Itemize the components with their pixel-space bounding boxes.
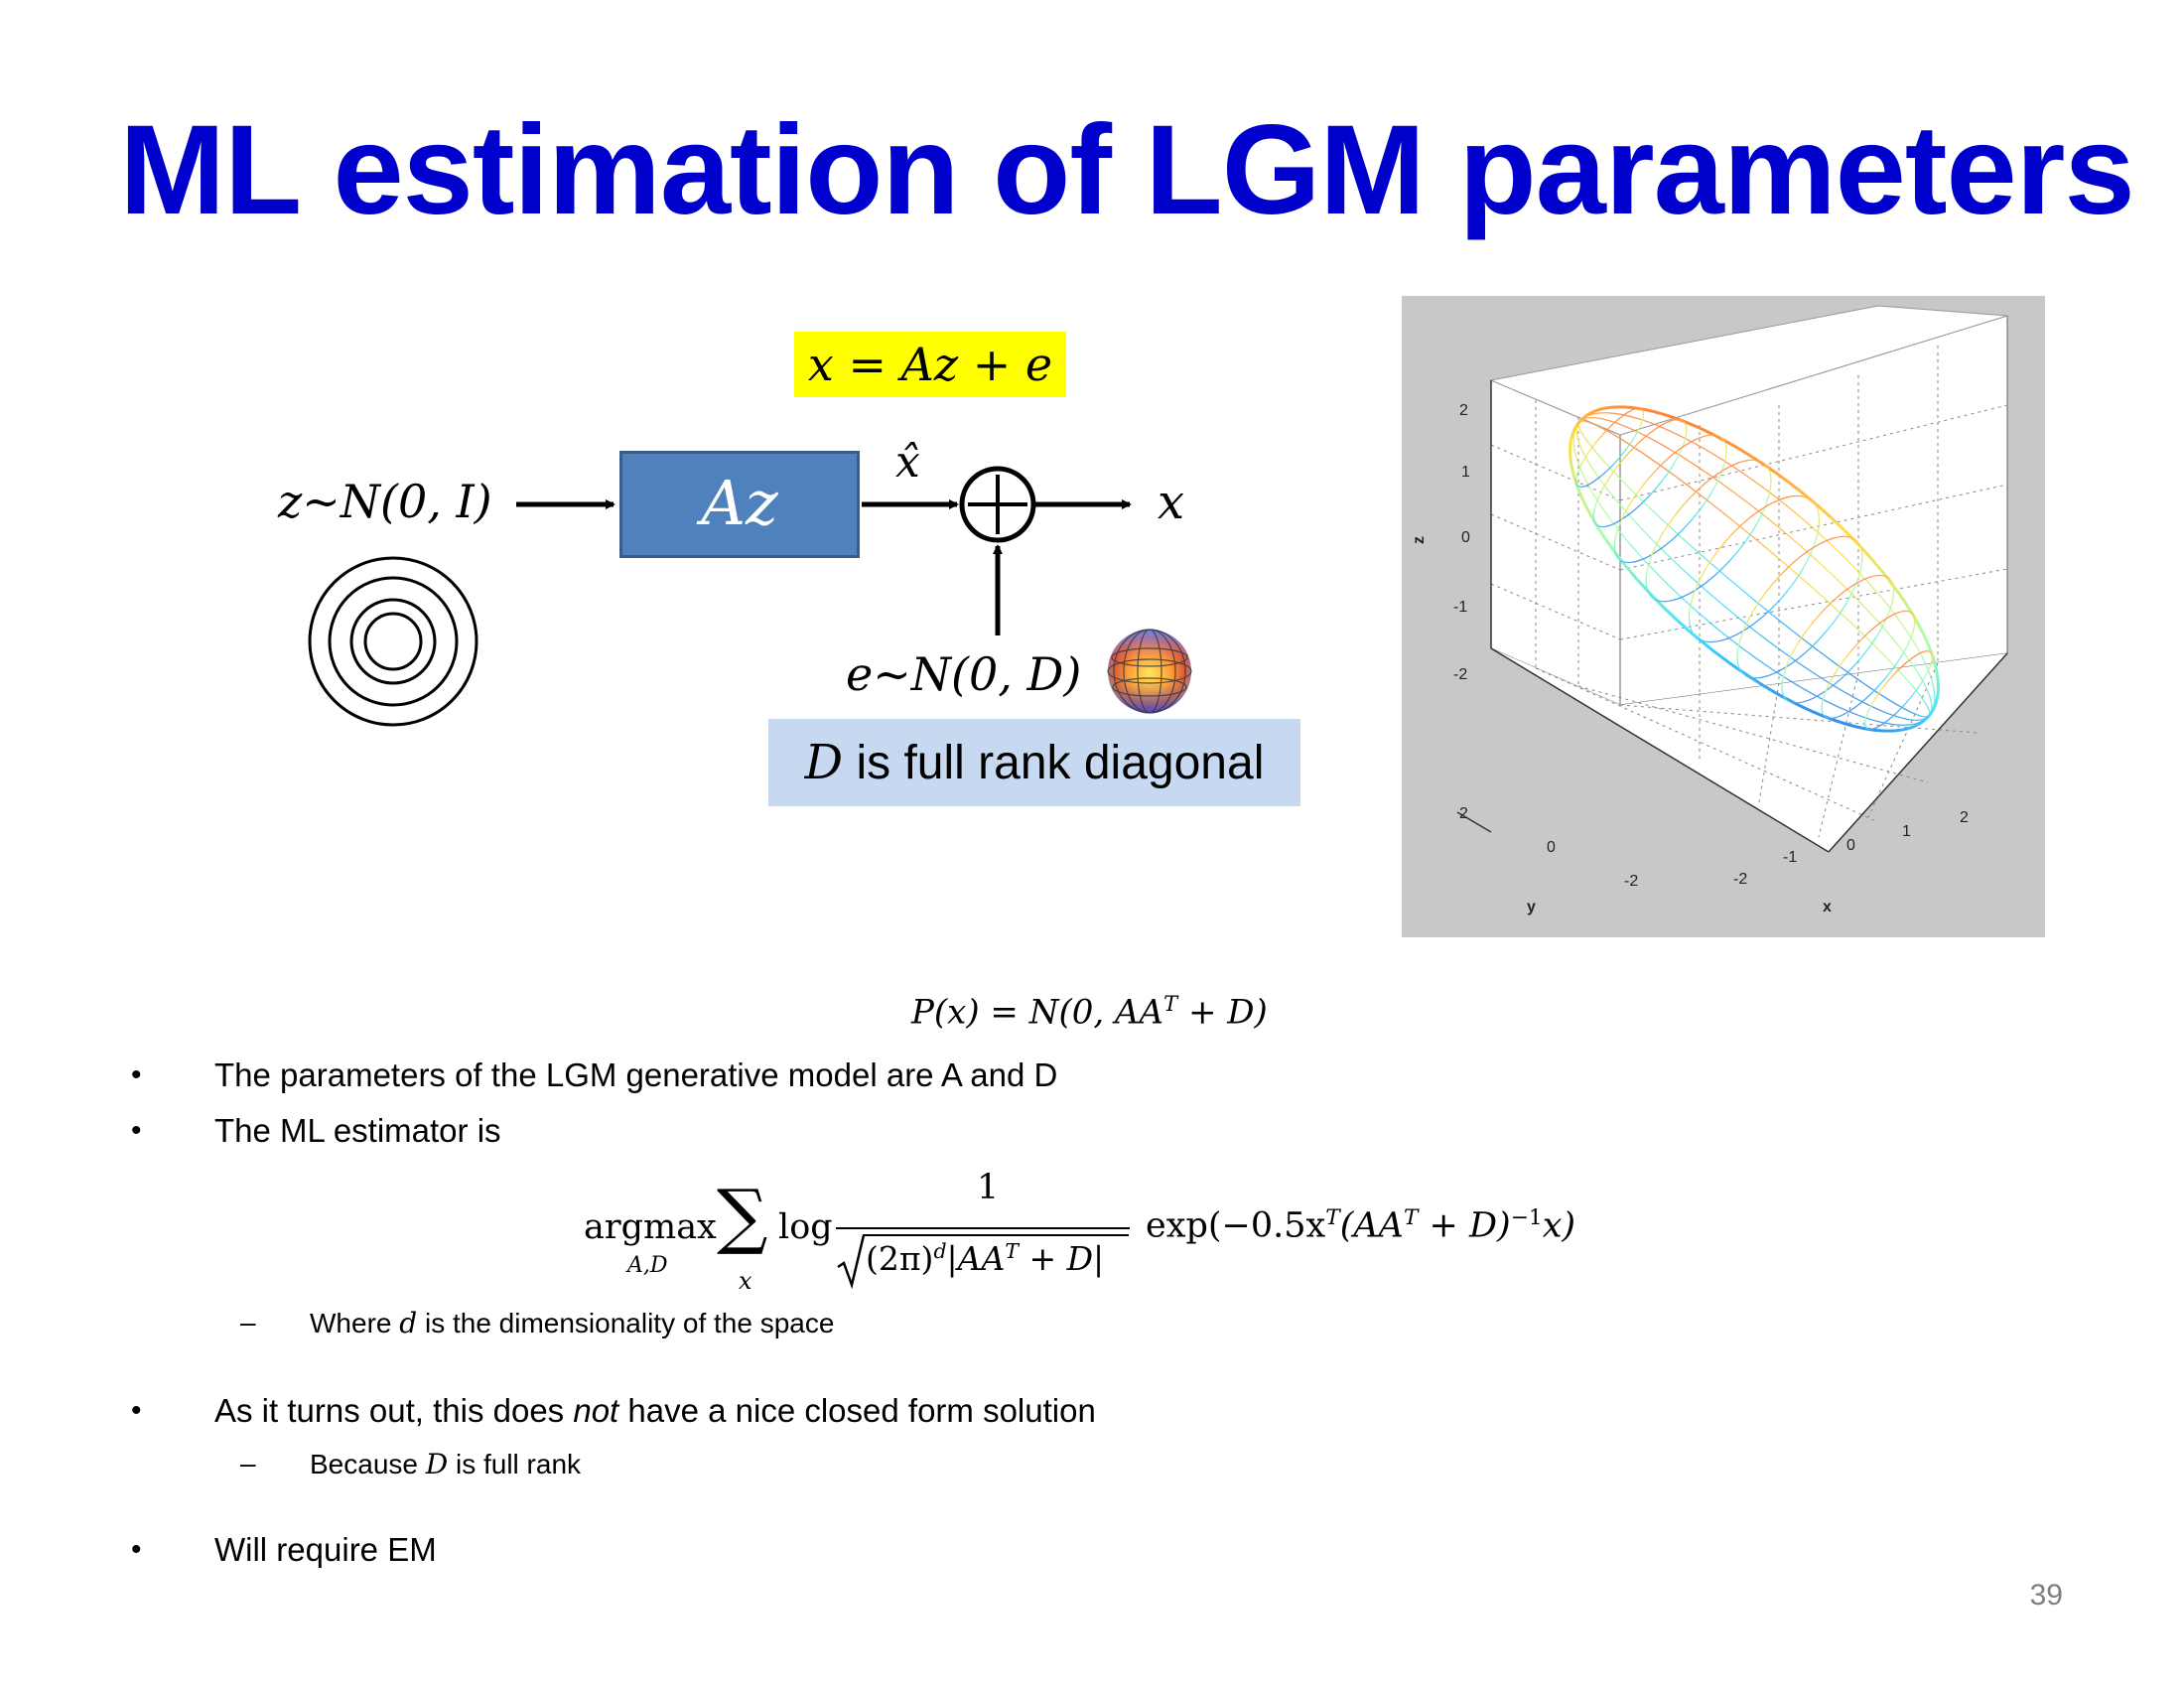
x-tick: 1	[1902, 823, 1911, 840]
x-tick: -2	[1733, 871, 1747, 888]
sub-dash: –	[240, 1307, 256, 1337]
frac-den-sup2: T	[1005, 1239, 1019, 1263]
exp-sup2: T	[1403, 1205, 1419, 1230]
sub-dash: –	[240, 1448, 256, 1478]
sum-node-icon	[959, 466, 1036, 543]
z-tick: -1	[1453, 599, 1467, 616]
bullet-closed-form: As it turns out, this does not have a ni…	[214, 1392, 1096, 1430]
s1-post: is the dimensionality of the space	[417, 1308, 835, 1338]
px-end: + D)	[1177, 992, 1268, 1033]
xhat-label: x̂	[895, 437, 920, 488]
frac-num: 1	[977, 1168, 1000, 1207]
latent-contour-icon	[308, 556, 478, 727]
page-number: 39	[2029, 1579, 2063, 1612]
latent-label: z~N(0, I)	[278, 475, 492, 528]
log-op: log	[778, 1207, 833, 1247]
y-tick: 0	[1547, 839, 1556, 856]
frac-den-b: |AA	[946, 1239, 1006, 1278]
z-axis-label: z	[1411, 536, 1428, 544]
s2-pre: Because	[310, 1449, 426, 1479]
frac-den-sup: d	[933, 1239, 947, 1263]
x-tick: -1	[1783, 849, 1797, 866]
sqrt-bar	[863, 1234, 1129, 1236]
s2-post: is full rank	[448, 1449, 582, 1479]
exp-c: + D)	[1418, 1205, 1511, 1246]
z-tick: -2	[1453, 666, 1467, 683]
y-tick: -2	[1624, 873, 1638, 890]
bullet-dot: •	[131, 1533, 142, 1566]
frac-den-a: (2π)	[866, 1239, 934, 1278]
sub-bullet-dimensionality: Where d is the dimensionality of the spa…	[310, 1307, 834, 1339]
transform-box: Az	[619, 451, 860, 558]
slide-title: ML estimation of LGM parameters	[119, 99, 2134, 241]
model-equation: x = Az + e	[794, 332, 1066, 397]
noise-label: e~N(0, D)	[846, 647, 1082, 701]
sqrt-icon	[837, 1234, 866, 1289]
exp-sup3: −1	[1510, 1205, 1543, 1230]
bullet-params: The parameters of the LGM generative mod…	[214, 1056, 1058, 1093]
x-axis-label: x	[1823, 899, 1832, 915]
b3-em: not	[573, 1392, 619, 1429]
sub-bullet-full-rank: Because D is full rank	[310, 1448, 581, 1480]
y-axis-label: y	[1527, 899, 1536, 915]
frac-den: (2π)d|AAT + D|	[866, 1239, 1104, 1278]
frac-bar	[836, 1227, 1130, 1229]
b3-pre: As it turns out, this does	[214, 1392, 574, 1429]
sum-symbol: ∑	[717, 1174, 768, 1257]
s2-var: D	[425, 1448, 449, 1480]
z-tick: 2	[1459, 402, 1468, 419]
exp-d: x)	[1542, 1205, 1576, 1246]
argmax-sub: A,D	[627, 1253, 668, 1278]
b3-post: have a nice closed form solution	[618, 1392, 1096, 1429]
exp-b: (AA	[1339, 1205, 1404, 1246]
ml-estimator-formula: argmax A,D ∑ x log 1 (2π)d|AAT + D| exp(…	[584, 1168, 1616, 1301]
px-sup: T	[1163, 991, 1178, 1016]
noise-note-text: is full rank diagonal	[843, 737, 1265, 789]
x-tick: 0	[1846, 837, 1855, 854]
argmax-op: argmax	[584, 1207, 717, 1247]
bullet-dot: •	[131, 1394, 142, 1427]
bullet-estimator: The ML estimator is	[214, 1112, 501, 1149]
bullet-dot: •	[131, 1058, 142, 1091]
px-rhs: = N(0, AA	[990, 992, 1164, 1033]
exp-a: exp(−0.5x	[1146, 1205, 1326, 1246]
sum-sub: x	[739, 1267, 752, 1295]
y-tick: 2	[1459, 805, 1468, 822]
noise-sphere-icon	[1107, 629, 1192, 714]
bullet-em: Will require EM	[214, 1531, 437, 1568]
output-label: x	[1158, 475, 1185, 530]
exp-sup1: T	[1325, 1205, 1340, 1230]
s1-var: d	[399, 1307, 418, 1339]
noise-note: D is full rank diagonal	[768, 719, 1300, 806]
marginal-formula: P(x) = N(0, AAT + D)	[911, 991, 1268, 1032]
px-lhs: P(x)	[911, 992, 980, 1033]
x-tick: 2	[1960, 809, 1969, 826]
z-tick: 1	[1461, 464, 1470, 481]
exp-term: exp(−0.5xT(AAT + D)−1x)	[1146, 1205, 1575, 1246]
ellipsoid-plot-svg: 2 1 0 -1 -2 z 2 0 -2 y -2 -1 0 1 2 x	[1411, 305, 2008, 915]
noise-note-var: D	[804, 735, 844, 790]
frac-den-c: + D|	[1018, 1239, 1105, 1278]
bullet-dot: •	[131, 1114, 142, 1147]
ellipsoid-plot: 2 1 0 -1 -2 z 2 0 -2 y -2 -1 0 1 2 x	[1402, 296, 2045, 937]
z-tick: 0	[1461, 529, 1470, 546]
s1-pre: Where	[310, 1308, 400, 1338]
model-diagram	[308, 466, 1192, 727]
